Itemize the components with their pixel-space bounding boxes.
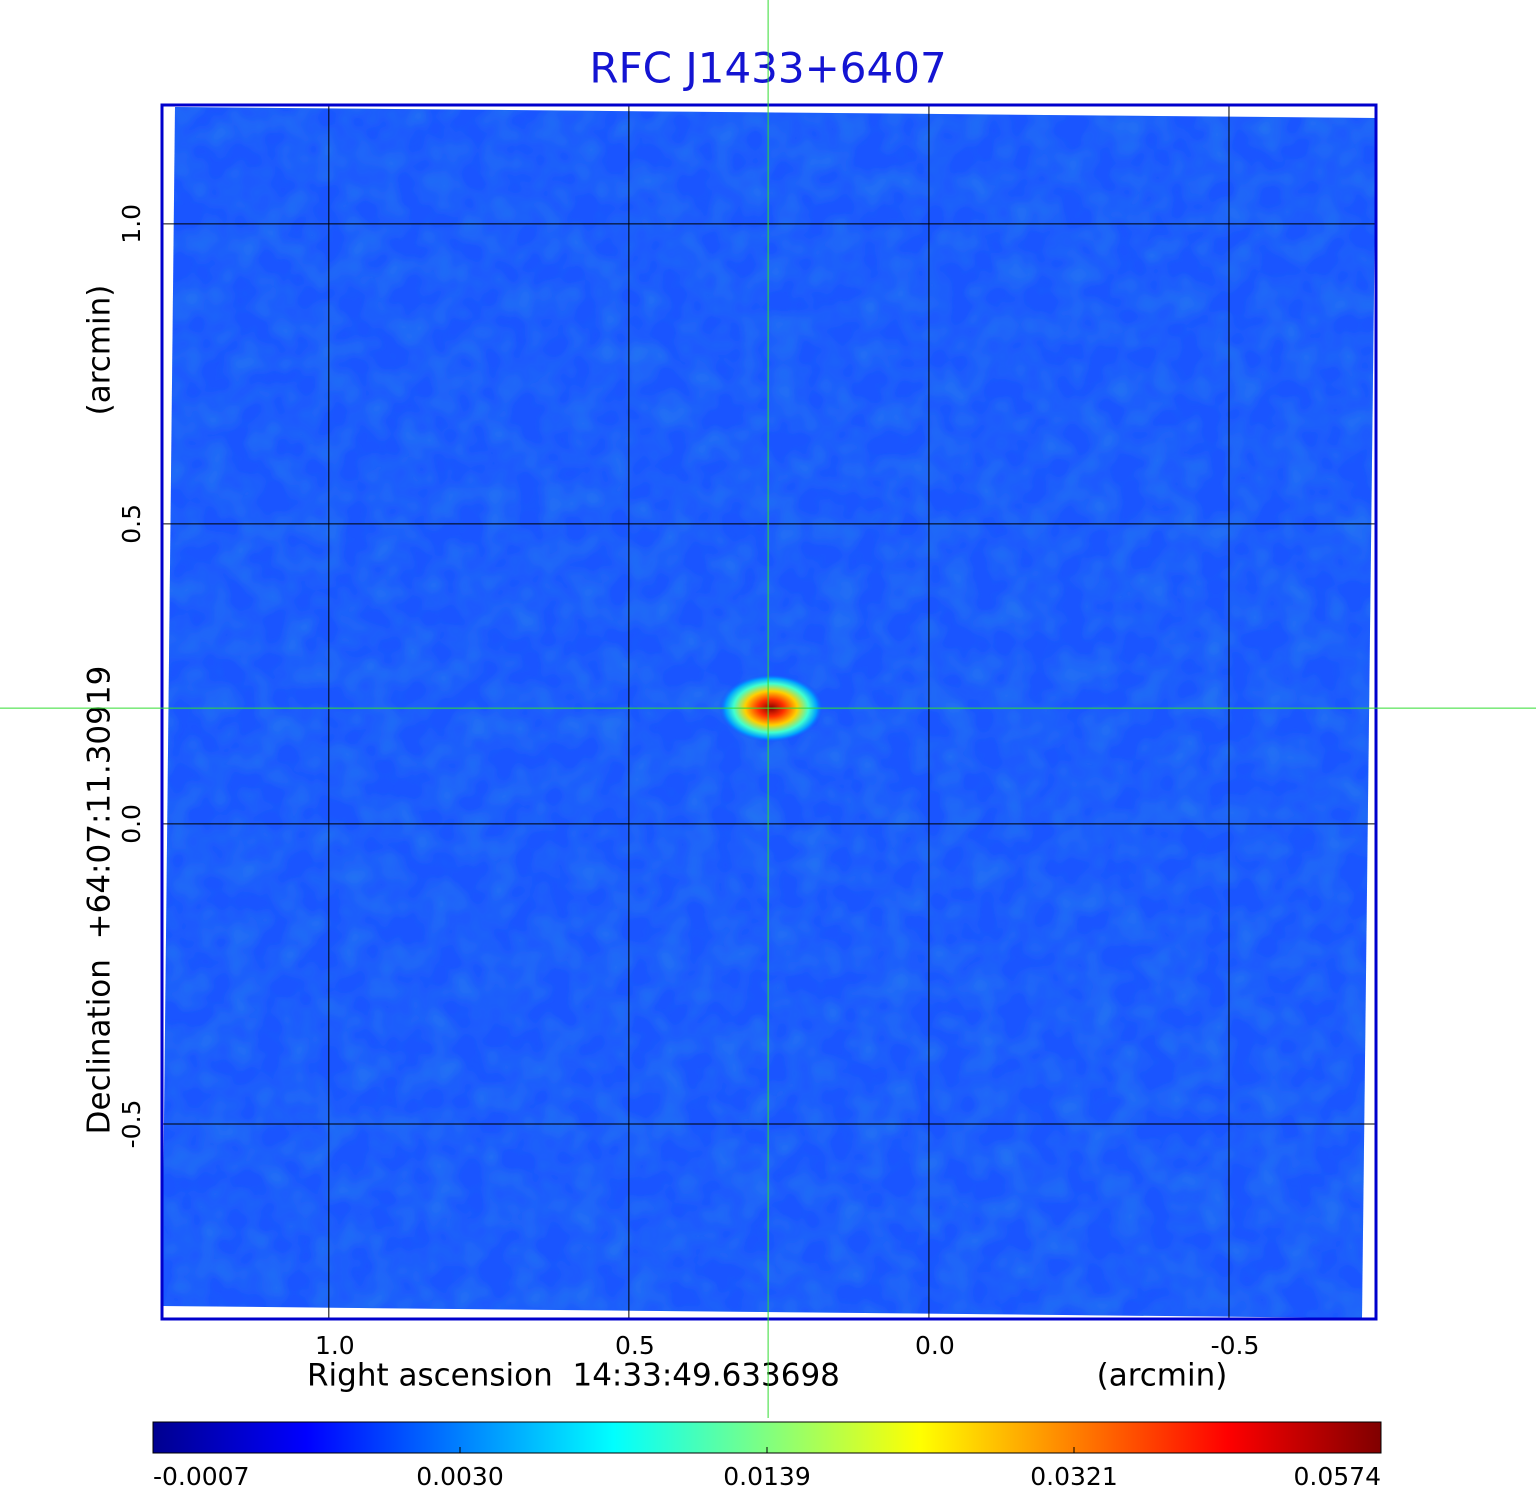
colorbar-tick-label: 0.0030 — [416, 1462, 503, 1491]
y-tick-label: 0.5 — [117, 504, 146, 544]
x-tick-label: 1.0 — [315, 1331, 355, 1360]
x-tick-label: 0.0 — [915, 1331, 955, 1360]
y-axis-unit: (arcmin) — [82, 285, 118, 416]
y-tick-label: 0.0 — [117, 804, 146, 844]
x-tick-label: -0.5 — [1211, 1331, 1260, 1360]
frame — [160, 103, 1378, 1321]
y-axis-label: Declination +64:07:11.30919 — [82, 666, 118, 1135]
colorbar-tick-label: 0.0574 — [1294, 1462, 1381, 1491]
x-axis-unit: (arcmin) — [1097, 1358, 1228, 1394]
y-tick-label: -0.5 — [117, 1100, 146, 1149]
colorbar-tick-label: -0.0007 — [153, 1462, 250, 1491]
colorbar-tick-label: 0.0139 — [723, 1462, 810, 1491]
colorbar-tick-label: 0.0321 — [1030, 1462, 1117, 1491]
x-axis-label: Right ascension 14:33:49.633698 — [307, 1358, 840, 1394]
y-tick-label: 1.0 — [117, 204, 146, 244]
x-tick-label: 0.5 — [615, 1331, 655, 1360]
